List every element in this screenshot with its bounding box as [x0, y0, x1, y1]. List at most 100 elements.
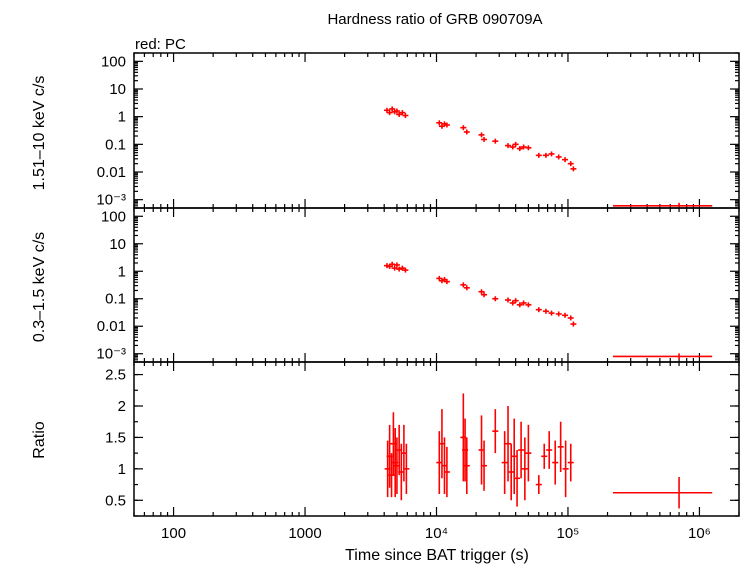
- data-point: [570, 166, 577, 172]
- data-point: [525, 424, 532, 482]
- data-point: [436, 120, 443, 126]
- data-point: [492, 409, 499, 454]
- data-point: [567, 315, 574, 321]
- data-point: [389, 106, 396, 112]
- data-point: [525, 145, 532, 151]
- data-point: [443, 279, 450, 285]
- data-point: [463, 129, 470, 135]
- x-tick-label: 10⁵: [557, 525, 580, 542]
- y-axis-label-ratio: Ratio: [31, 421, 48, 458]
- data-point: [492, 296, 499, 302]
- x-tick-label: 10⁴: [425, 525, 448, 542]
- data-point: [393, 262, 400, 268]
- data-point: [548, 151, 555, 157]
- plot-frame: [133, 207, 740, 363]
- data-point: [542, 152, 549, 158]
- data-point: [525, 302, 532, 308]
- data-point: [557, 421, 564, 472]
- data-point: [403, 443, 410, 494]
- data-point: [567, 161, 574, 167]
- data-point: [562, 440, 569, 498]
- data-point: [562, 157, 569, 163]
- data-point: [501, 431, 508, 494]
- plot-frame: [133, 52, 740, 209]
- data-point: [492, 138, 499, 144]
- data-point: [612, 477, 713, 509]
- y-tick-label: 100: [101, 208, 126, 225]
- data-point: [541, 443, 548, 469]
- data-point: [443, 446, 450, 498]
- data-point: [570, 321, 577, 327]
- data-point: [396, 266, 403, 272]
- y-tick-label: 10⁻³: [96, 346, 126, 363]
- data-point: [481, 440, 488, 491]
- y-tick-label: 1: [118, 461, 126, 478]
- y-tick-label: 10⁻³: [96, 192, 126, 209]
- data-point: [396, 111, 403, 117]
- data-point: [505, 297, 512, 303]
- panel-hard: 100 10 1 0.1 0.01 10⁻³ 1.51–10 keV c/s: [31, 52, 740, 209]
- data-point: [402, 113, 409, 119]
- y-tick-label: 10: [109, 236, 126, 253]
- data-point: [481, 136, 488, 142]
- y-tick-label: 0.1: [105, 136, 126, 153]
- data-point: [399, 265, 406, 271]
- data-point: [463, 437, 470, 494]
- data-point: [509, 144, 516, 150]
- y-tick-label: 100: [101, 53, 126, 70]
- data-point: [535, 152, 542, 158]
- chart-title: Hardness ratio of GRB 090709A: [327, 11, 542, 28]
- data-point: [518, 421, 525, 479]
- data-point: [460, 125, 467, 131]
- data-point: [402, 267, 409, 273]
- panel-ratio: 2.5 2 1.5 1 0.5 Ratio: [31, 361, 740, 517]
- data-point: [505, 406, 512, 482]
- y-axis-label-soft: 0.3–1.5 keV c/s: [31, 232, 48, 342]
- data-point: [535, 307, 542, 313]
- data-point: [548, 310, 555, 316]
- x-axis-label: Time since BAT trigger (s): [345, 547, 529, 564]
- y-tick-label: 2: [118, 398, 126, 415]
- x-tick-label: 1000: [288, 525, 321, 542]
- y-tick-label: 0.5: [105, 492, 126, 509]
- data-point: [399, 110, 406, 116]
- x-tick-label: 10⁶: [688, 525, 711, 542]
- y-tick-label: 0.01: [97, 318, 126, 335]
- y-tick-label: 1.5: [105, 429, 126, 446]
- y-tick-label: 0.01: [97, 164, 126, 181]
- data-point: [481, 292, 488, 298]
- y-axis-label-hard: 1.51–10 keV c/s: [31, 76, 48, 191]
- panel-soft: 100 10 1 0.1 0.01 10⁻³ 0.3–1.5 keV c/s: [31, 207, 740, 363]
- data-point: [555, 154, 562, 160]
- data-point: [514, 450, 521, 507]
- data-point: [386, 110, 393, 116]
- data-point: [552, 440, 559, 485]
- data-point: [535, 475, 542, 494]
- data-point: [478, 289, 485, 295]
- y-tick-label: 10: [109, 81, 126, 98]
- data-point: [505, 143, 512, 149]
- data-point: [612, 353, 713, 360]
- data-point: [511, 418, 518, 494]
- data-point: [478, 132, 485, 138]
- y-tick-label: 2.5: [105, 367, 126, 384]
- data-point: [516, 302, 523, 308]
- data-point: [391, 265, 398, 271]
- data-point: [520, 300, 527, 306]
- chart-subtitle: red: PC: [135, 36, 186, 53]
- data-point: [567, 443, 574, 482]
- data-point: [463, 285, 470, 291]
- data-point: [516, 146, 523, 152]
- data-point: [562, 312, 569, 318]
- data-point: [443, 122, 450, 128]
- data-point: [393, 108, 400, 114]
- y-tick-label: 1: [118, 109, 126, 126]
- x-tick-label: 100: [161, 525, 186, 542]
- y-tick-label: 0.1: [105, 291, 126, 308]
- data-point: [460, 282, 467, 288]
- data-point: [508, 443, 515, 501]
- data-point: [546, 431, 553, 469]
- y-tick-label: 1: [118, 263, 126, 280]
- data-point: [512, 141, 519, 147]
